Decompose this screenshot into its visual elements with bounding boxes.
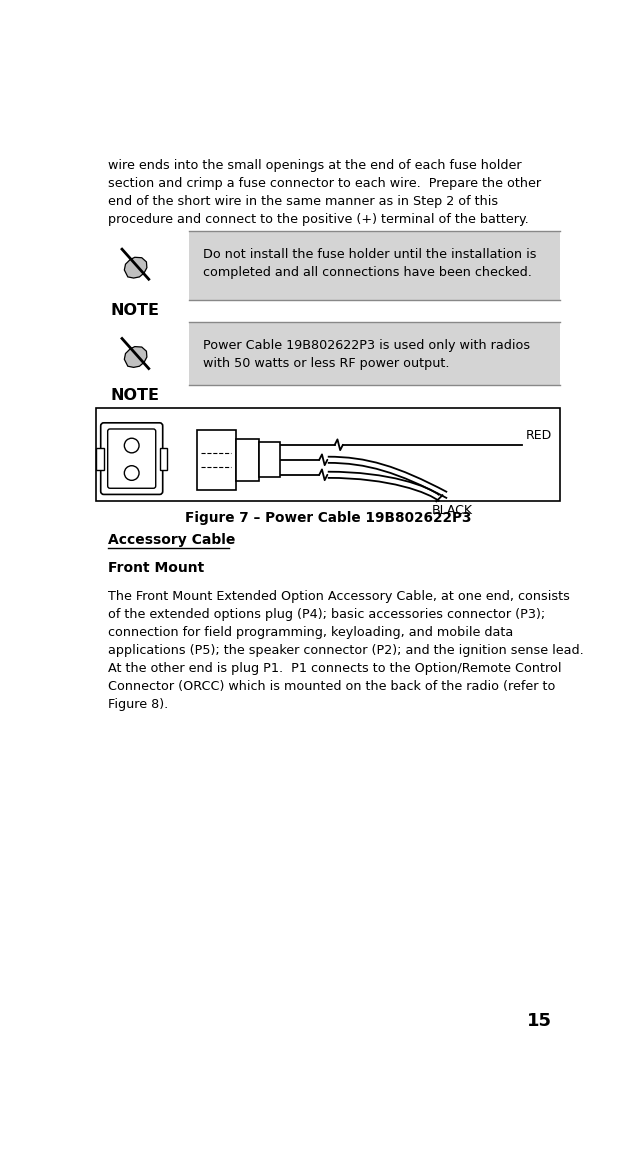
Bar — [160, 448, 167, 470]
Text: Front Mount: Front Mount — [109, 560, 205, 575]
Text: BLACK: BLACK — [432, 504, 473, 517]
Text: At the other end is plug P1.  P1 connects to the Option/Remote Control: At the other end is plug P1. P1 connects… — [109, 662, 562, 674]
Text: connection for field programming, keyloading, and mobile data: connection for field programming, keyloa… — [109, 626, 514, 639]
Bar — [96, 448, 104, 470]
Polygon shape — [125, 347, 147, 368]
Text: The Front Mount Extended Option Accessory Cable, at one end, consists: The Front Mount Extended Option Accessor… — [109, 590, 570, 603]
Text: 15: 15 — [526, 1013, 552, 1030]
Text: Accessory Cable: Accessory Cable — [109, 533, 236, 546]
Text: Do not install the fuse holder until the installation is: Do not install the fuse holder until the… — [203, 248, 537, 261]
Text: with 50 watts or less RF power output.: with 50 watts or less RF power output. — [203, 357, 449, 370]
Polygon shape — [125, 257, 147, 278]
Text: wire ends into the small openings at the end of each fuse holder: wire ends into the small openings at the… — [109, 159, 522, 172]
Text: completed and all connections have been checked.: completed and all connections have been … — [203, 266, 532, 280]
Bar — [96, 408, 559, 501]
Bar — [197, 430, 236, 490]
Bar — [236, 439, 258, 481]
Circle shape — [125, 438, 139, 452]
FancyBboxPatch shape — [100, 423, 162, 495]
Text: Connector (ORCC) which is mounted on the back of the radio (refer to: Connector (ORCC) which is mounted on the… — [109, 679, 556, 692]
Bar — [189, 231, 559, 301]
Text: applications (P5); the speaker connector (P2); and the ignition sense lead.: applications (P5); the speaker connector… — [109, 644, 584, 657]
Bar — [258, 442, 281, 477]
Text: end of the short wire in the same manner as in Step 2 of this: end of the short wire in the same manner… — [109, 195, 499, 208]
Text: NOTE: NOTE — [111, 303, 159, 318]
Text: procedure and connect to the positive (+) terminal of the battery.: procedure and connect to the positive (+… — [109, 213, 529, 226]
Bar — [189, 322, 559, 385]
Text: Figure 8).: Figure 8). — [109, 698, 169, 711]
Text: of the extended options plug (P4); basic accessories connector (P3);: of the extended options plug (P4); basic… — [109, 607, 545, 620]
Text: section and crimp a fuse connector to each wire.  Prepare the other: section and crimp a fuse connector to ea… — [109, 176, 542, 190]
Text: Figure 7 – Power Cable 19B802622P3: Figure 7 – Power Cable 19B802622P3 — [185, 511, 471, 525]
Text: RED: RED — [525, 429, 552, 443]
Text: Power Cable 19B802622P3 is used only with radios: Power Cable 19B802622P3 is used only wit… — [203, 338, 530, 351]
Text: NOTE: NOTE — [111, 388, 159, 403]
FancyBboxPatch shape — [107, 429, 155, 489]
Circle shape — [125, 465, 139, 481]
